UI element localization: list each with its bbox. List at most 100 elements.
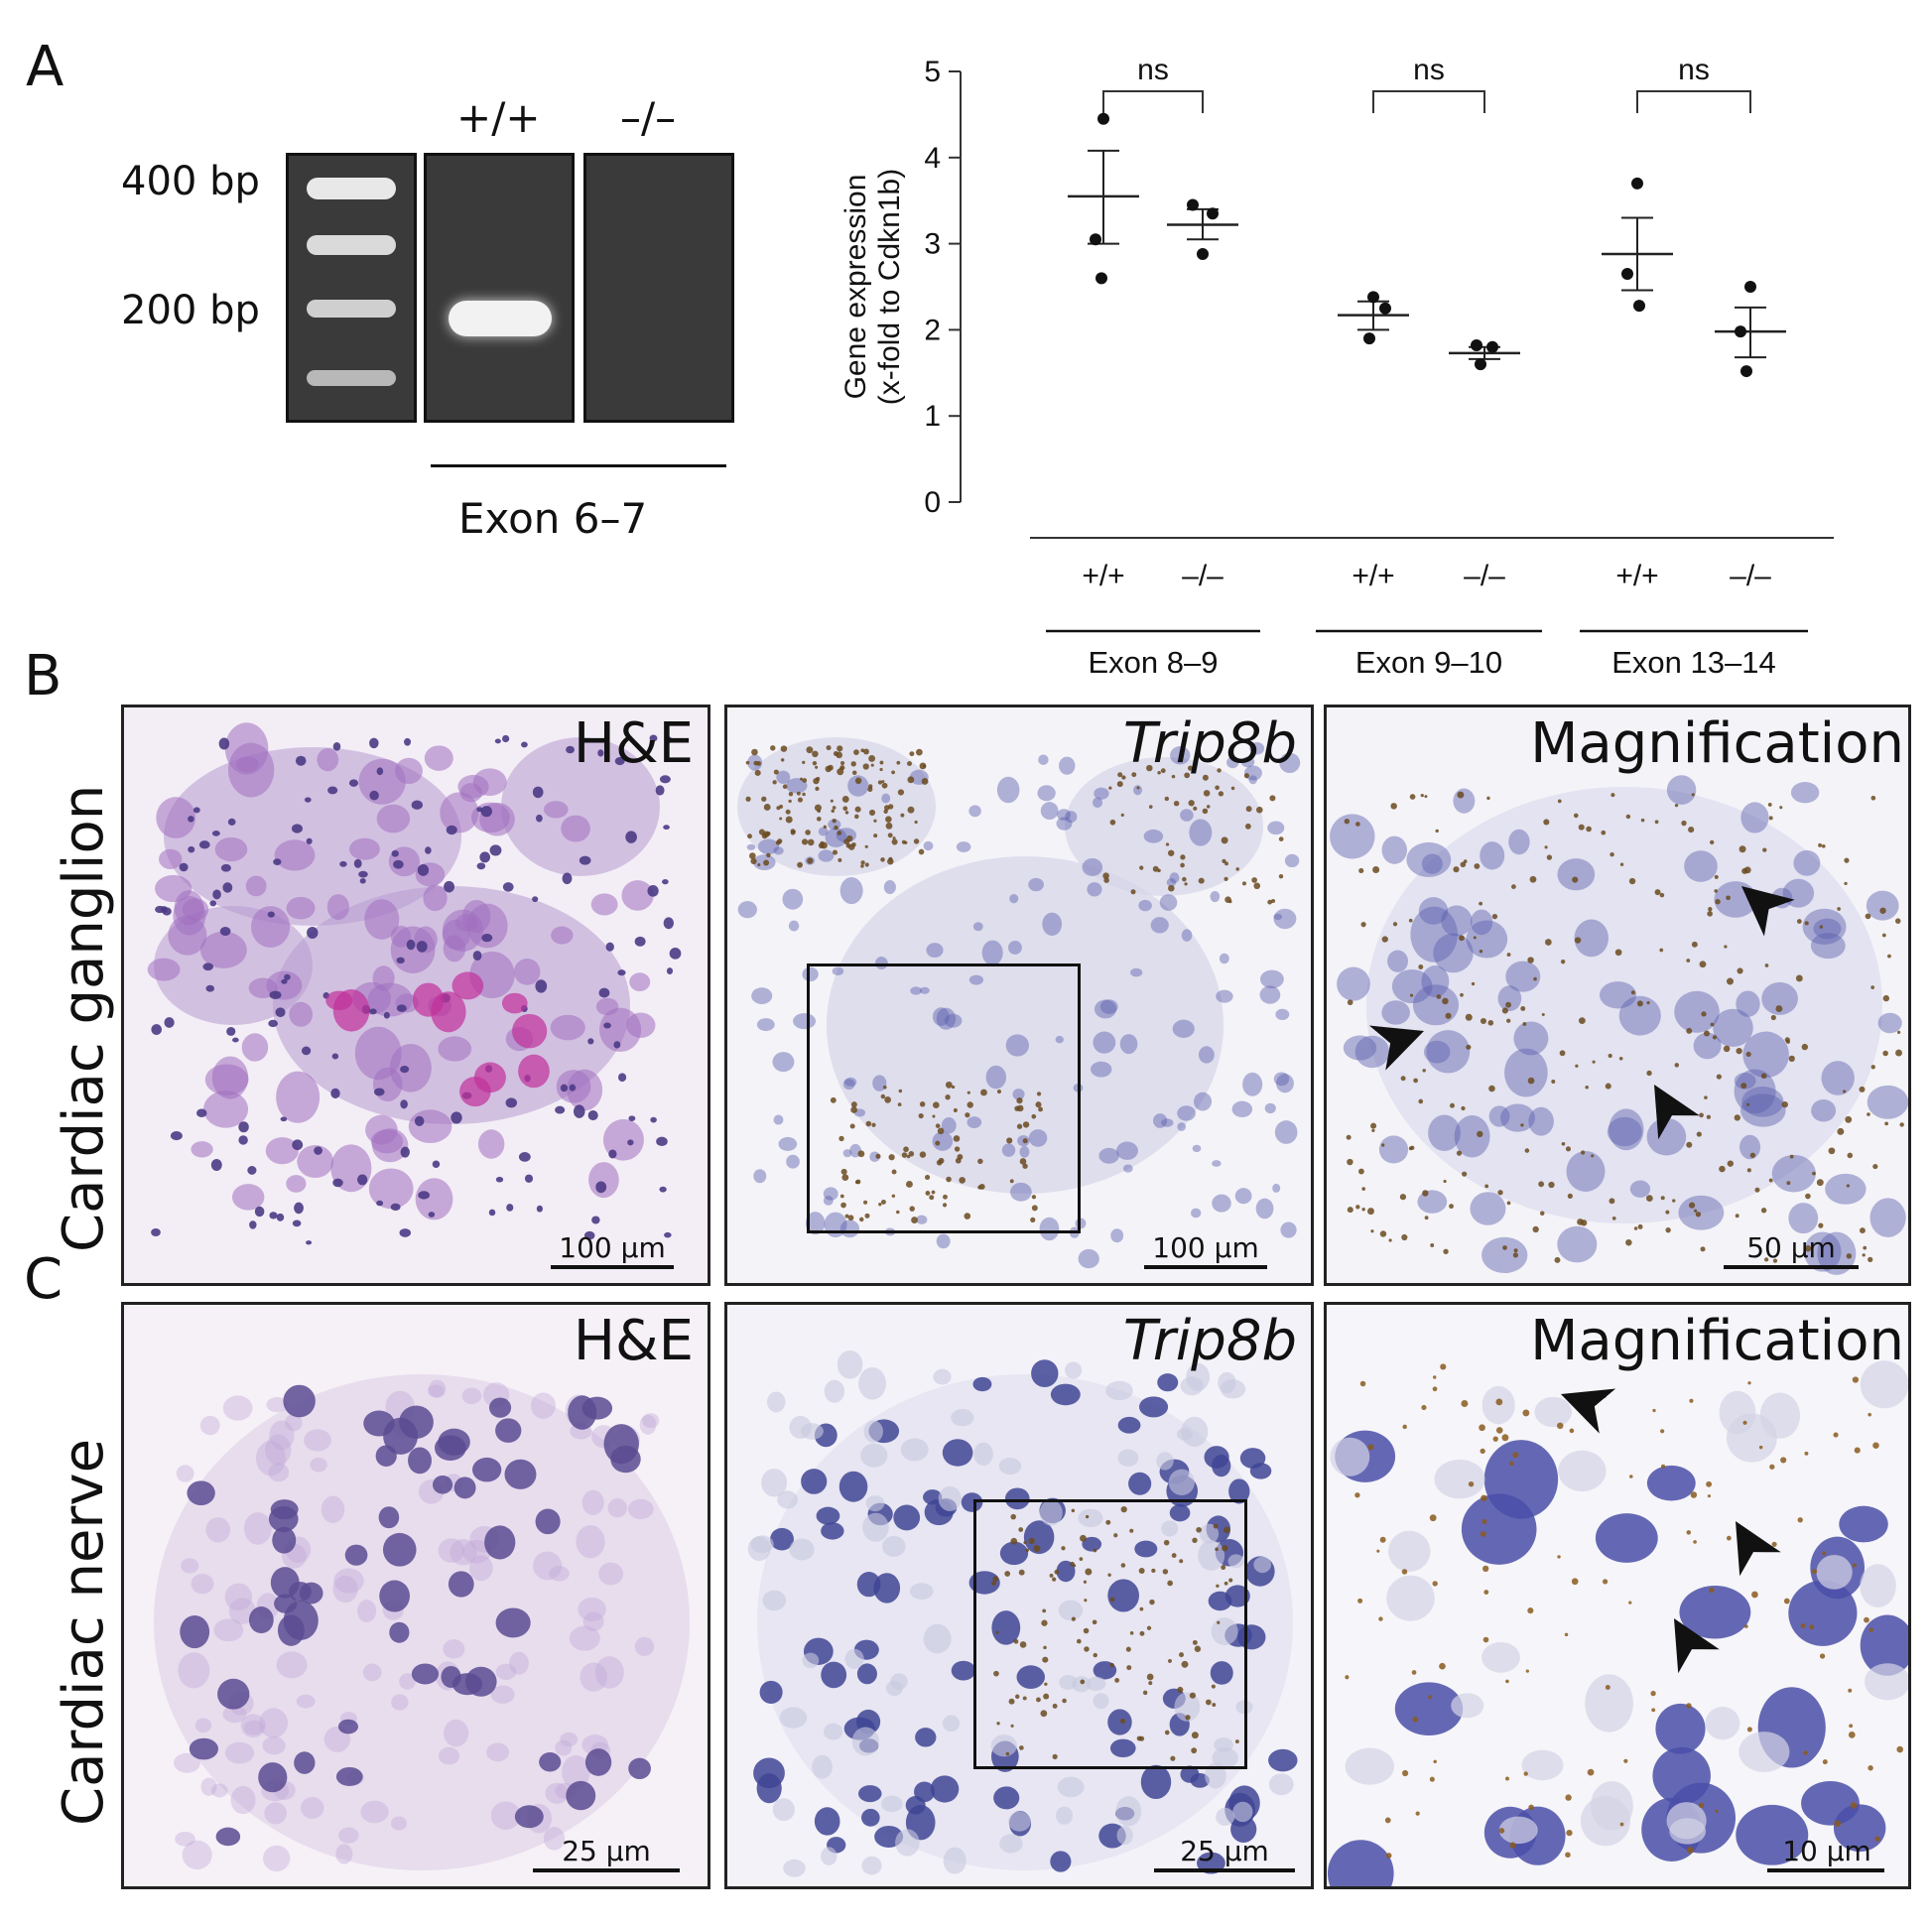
ish-signal-dot <box>1772 1258 1778 1263</box>
nucleus <box>587 1038 594 1045</box>
ish-signal-dot <box>1018 1527 1024 1532</box>
ish-signal-dot <box>1481 1494 1487 1502</box>
ish-signal-dot <box>1453 866 1460 873</box>
nucleus <box>472 951 482 962</box>
ish-signal-dot <box>1477 1130 1483 1138</box>
ish-signal-dot <box>873 834 878 838</box>
nucleus <box>191 1141 213 1158</box>
nucleus <box>411 800 423 810</box>
nucleus <box>816 1506 840 1525</box>
nucleus <box>369 737 379 749</box>
nucleus <box>1172 1019 1195 1038</box>
nucleus <box>1192 1144 1202 1153</box>
ish-signal-dot <box>1512 1452 1519 1459</box>
nucleus <box>359 877 366 884</box>
ish-signal-dot <box>1739 845 1746 853</box>
ish-signal-dot <box>1714 874 1719 879</box>
ish-signal-dot <box>1566 1830 1573 1837</box>
ish-signal-dot <box>1052 1577 1057 1582</box>
ish-signal-dot <box>834 825 838 831</box>
nucleus <box>618 1073 627 1083</box>
ish-signal-dot <box>1804 1451 1809 1456</box>
nucleus <box>274 839 316 871</box>
ish-signal-dot <box>802 792 806 797</box>
ish-signal-dot <box>1241 881 1246 886</box>
nucleus <box>189 1737 218 1760</box>
ish-signal-dot <box>1126 1665 1132 1671</box>
nucleus <box>1406 841 1452 877</box>
ish-signal-dot <box>1780 1457 1787 1464</box>
ish-signal-dot <box>875 1153 881 1159</box>
ish-signal-dot <box>1775 1005 1783 1013</box>
nucleus <box>862 1512 889 1542</box>
ish-signal-dot <box>839 760 845 766</box>
nucleus <box>415 1178 453 1220</box>
nucleus <box>247 1166 257 1175</box>
ish-signal-dot <box>1418 1098 1424 1104</box>
nucleus <box>360 1800 389 1824</box>
nucleus <box>300 1796 324 1819</box>
ish-signal-dot <box>1867 1112 1870 1116</box>
ish-signal-dot <box>1109 1662 1114 1668</box>
nucleus <box>1418 897 1449 925</box>
ish-signal-dot <box>1874 1836 1880 1842</box>
nucleus <box>357 1600 377 1622</box>
nucleus <box>650 1116 657 1123</box>
nucleus <box>1268 1748 1298 1772</box>
ish-signal-dot <box>1686 1846 1694 1854</box>
ish-signal-dot <box>1819 1653 1826 1659</box>
ish-signal-dot <box>1180 862 1185 868</box>
ish-signal-dot <box>1581 1150 1586 1155</box>
ish-signal-dot <box>1706 1114 1712 1119</box>
ish-signal-dot <box>942 1203 948 1208</box>
ish-signal-dot <box>1269 795 1276 802</box>
data-point <box>1097 112 1109 125</box>
ish-signal-dot <box>1804 1245 1812 1252</box>
ish-signal-dot <box>1139 1630 1145 1636</box>
ish-signal-dot <box>785 816 793 824</box>
ish-signal-dot <box>1837 1127 1845 1135</box>
nucleus <box>1138 899 1152 912</box>
ish-signal-dot <box>745 796 751 802</box>
ish-signal-dot <box>906 1154 911 1159</box>
ish-signal-dot <box>1654 820 1659 825</box>
nucleus <box>923 840 934 851</box>
ish-signal-dot <box>1142 1690 1148 1696</box>
ish-signal-dot <box>1049 1573 1054 1578</box>
nucleus <box>376 1200 384 1207</box>
scale-bar <box>551 1265 674 1269</box>
nucleus <box>1833 1804 1886 1853</box>
ish-signal-dot <box>1844 881 1848 886</box>
ish-signal-dot <box>1217 768 1222 773</box>
nucleus <box>1678 1195 1725 1230</box>
nucleus <box>473 1062 506 1093</box>
data-point <box>1095 272 1107 285</box>
arrowhead-marker <box>1561 1388 1616 1434</box>
nucleus <box>838 1471 868 1502</box>
nucleus <box>400 1099 408 1109</box>
ish-signal-dot <box>1767 803 1772 807</box>
ish-signal-dot <box>1357 1168 1364 1175</box>
ish-signal-dot <box>1138 1567 1145 1575</box>
nucleus <box>1228 1478 1250 1504</box>
ish-signal-dot <box>1224 861 1228 866</box>
nucleus <box>533 1551 563 1581</box>
ish-signal-dot <box>901 1152 908 1158</box>
ish-signal-dot <box>1160 768 1166 774</box>
nucleus <box>930 1775 960 1803</box>
nucleus <box>444 880 455 893</box>
ish-signal-dot <box>1865 913 1871 920</box>
ish-signal-dot <box>882 1085 887 1090</box>
nucleus <box>281 978 288 984</box>
ish-signal-dot <box>1754 1187 1760 1193</box>
nucleus <box>1099 999 1118 1014</box>
nucleus <box>270 1499 299 1520</box>
nucleus <box>1739 1093 1786 1127</box>
nucleus <box>1275 1008 1290 1020</box>
nucleus <box>1500 1103 1536 1132</box>
nucleus <box>1267 821 1285 835</box>
nucleus <box>639 1414 657 1435</box>
nucleus <box>1498 1816 1538 1845</box>
nucleus <box>936 1007 957 1030</box>
